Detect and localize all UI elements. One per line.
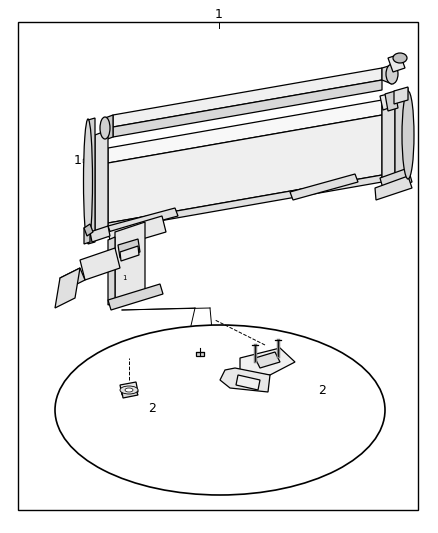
Polygon shape — [80, 248, 120, 280]
Polygon shape — [122, 390, 138, 398]
Polygon shape — [382, 65, 392, 84]
Polygon shape — [113, 80, 382, 137]
Polygon shape — [105, 115, 113, 140]
Polygon shape — [115, 222, 145, 302]
Polygon shape — [88, 118, 95, 244]
Polygon shape — [394, 87, 408, 104]
Polygon shape — [95, 130, 108, 240]
Polygon shape — [108, 115, 382, 223]
Polygon shape — [382, 96, 395, 185]
Ellipse shape — [55, 325, 385, 495]
Polygon shape — [290, 174, 358, 200]
Polygon shape — [90, 226, 110, 242]
Polygon shape — [108, 208, 178, 234]
Polygon shape — [108, 216, 166, 248]
Ellipse shape — [125, 388, 133, 392]
Polygon shape — [388, 54, 405, 72]
Polygon shape — [118, 239, 140, 258]
Text: 2: 2 — [318, 384, 326, 397]
Polygon shape — [220, 368, 270, 392]
Text: 1: 1 — [122, 275, 126, 281]
Polygon shape — [108, 284, 163, 310]
Polygon shape — [236, 375, 260, 390]
Text: 1: 1 — [74, 154, 82, 166]
Polygon shape — [108, 237, 115, 305]
Ellipse shape — [84, 119, 92, 243]
Polygon shape — [120, 382, 138, 395]
Polygon shape — [395, 88, 408, 182]
Ellipse shape — [402, 91, 414, 179]
Polygon shape — [196, 352, 204, 356]
Ellipse shape — [386, 64, 398, 84]
Ellipse shape — [100, 117, 110, 139]
Polygon shape — [84, 226, 90, 244]
Polygon shape — [60, 268, 85, 290]
Polygon shape — [108, 175, 382, 230]
Polygon shape — [120, 246, 139, 261]
Text: 1: 1 — [215, 7, 223, 20]
Polygon shape — [113, 68, 382, 127]
Polygon shape — [375, 176, 412, 200]
Polygon shape — [380, 92, 398, 110]
Polygon shape — [380, 168, 412, 192]
Polygon shape — [385, 91, 398, 111]
Polygon shape — [108, 100, 382, 163]
Polygon shape — [55, 268, 80, 308]
Ellipse shape — [393, 53, 407, 63]
Text: 2: 2 — [148, 401, 156, 415]
Polygon shape — [240, 348, 295, 375]
Polygon shape — [255, 352, 280, 368]
Polygon shape — [84, 224, 93, 236]
Ellipse shape — [120, 386, 138, 394]
